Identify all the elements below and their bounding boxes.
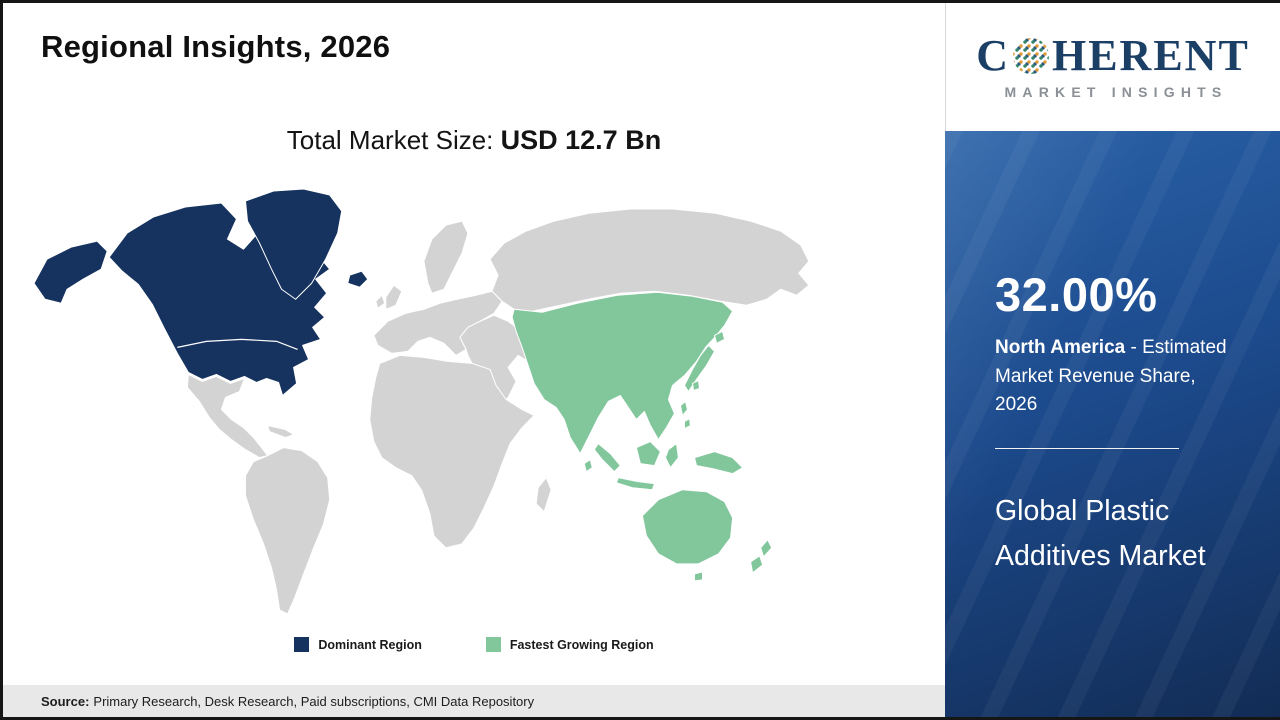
brand-logo-wordmark: C HERENT xyxy=(976,34,1250,78)
logo-letter-c: C xyxy=(976,31,1010,80)
legend-item-dominant: Dominant Region xyxy=(294,637,422,652)
main-content: Regional Insights, 2026 Total Market Siz… xyxy=(3,3,945,717)
panel-divider xyxy=(995,447,1179,449)
market-share-value: 32.00% xyxy=(995,268,1158,321)
dominant-region-label: Dominant Region xyxy=(318,637,422,652)
page-title: Regional Insights, 2026 xyxy=(41,29,391,64)
logo-letters-herent: HERENT xyxy=(1051,31,1250,80)
market-share-description: North America - Estimated Market Revenue… xyxy=(995,334,1235,420)
market-share-region: North America xyxy=(995,337,1126,358)
region-rest-of-world xyxy=(186,208,810,615)
world-map-svg xyxy=(33,188,810,615)
region-north-america xyxy=(33,188,369,396)
sidebar: C HERENT MARKET INSIGHTS 32.00% North Am… xyxy=(945,3,1280,717)
highlight-panel: 32.00% North America - Estimated Market … xyxy=(945,131,1280,717)
mosaic-globe-icon xyxy=(1012,38,1049,74)
region-asia-pacific xyxy=(511,291,773,582)
map-legend: Dominant Region Fastest Growing Region xyxy=(3,637,945,652)
source-bar: Source: Primary Research, Desk Research,… xyxy=(3,685,945,717)
total-market-size-label: Total Market Size: xyxy=(286,125,501,155)
brand-tagline: MARKET INSIGHTS xyxy=(1004,84,1228,100)
dominant-region-swatch-icon xyxy=(294,637,310,652)
source-label: Source: xyxy=(41,693,90,709)
world-map xyxy=(31,183,913,623)
total-market-size: Total Market Size: USD 12.7 Bn xyxy=(3,125,945,156)
market-name: Global Plastic Additives Market xyxy=(995,494,1206,573)
market-share-desc-text: - Estimated Market Revenue Share, 2026 xyxy=(995,337,1227,415)
total-market-size-value: USD 12.7 Bn xyxy=(500,125,662,155)
legend-item-fastest-growing: Fastest Growing Region xyxy=(485,637,654,652)
source-text: Primary Research, Desk Research, Paid su… xyxy=(93,693,535,709)
brand-logo: C HERENT MARKET INSIGHTS xyxy=(945,3,1280,131)
fastest-growing-region-swatch-icon xyxy=(485,637,501,652)
fastest-growing-region-label: Fastest Growing Region xyxy=(509,637,654,652)
